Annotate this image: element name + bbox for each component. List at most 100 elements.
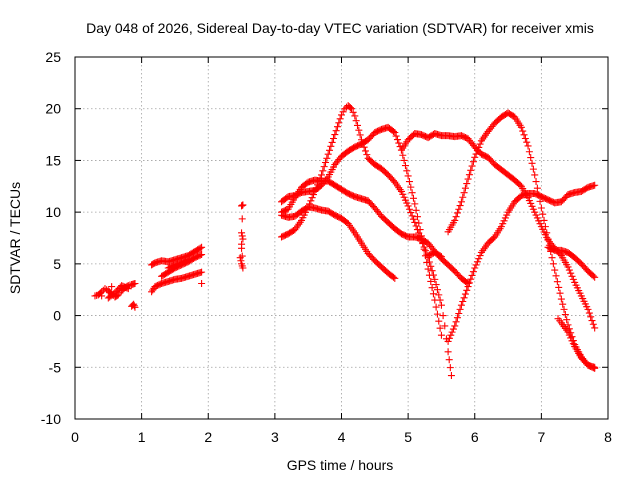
data-point [437,301,445,309]
data-point [432,281,440,289]
data-point [469,158,477,166]
data-point [517,123,525,131]
data-point [423,258,431,266]
data-point [444,348,452,356]
data-point [591,273,599,281]
x-tick-label: 0 [71,429,79,445]
y-tick-label: 10 [45,204,61,220]
data-point [451,216,459,224]
data-point [584,305,592,313]
data-point [465,171,473,179]
data-point [439,312,447,320]
data-point [499,220,507,228]
data-point [452,213,460,221]
x-tick-label: 3 [271,429,279,445]
data-point [532,211,540,219]
series-cluster-early-low [128,300,139,311]
data-point [349,108,357,116]
data-point [585,309,593,317]
data-point [335,119,343,127]
data-point [339,108,347,116]
data-point [531,208,539,216]
x-tick-label: 5 [404,429,412,445]
series-cluster-1h-a [148,268,206,296]
data-point [322,158,330,166]
data-point [341,105,349,113]
series-cluster-2.5h [236,201,247,272]
data-point [569,275,577,283]
data-point [391,129,399,137]
chart-title: Day 048 of 2026, Sidereal Day-to-day VTE… [86,20,594,36]
data-point [436,252,444,260]
data-point [413,213,421,221]
y-tick-label: 25 [45,49,61,65]
data-point [447,331,455,339]
data-point [419,239,427,247]
data-point [334,123,342,131]
data-point [532,178,540,186]
data-point [476,140,484,148]
data-point [445,334,453,342]
data-point [543,229,551,237]
data-point [391,274,399,282]
data-point [588,317,596,325]
data-point [351,112,359,120]
data-point [353,121,361,129]
series-arc-peak-6.5h [444,109,599,372]
data-point [435,291,443,299]
data-point [556,289,564,297]
data-point [405,178,413,186]
data-point [564,263,572,271]
data-point [460,294,468,302]
data-point [533,214,541,222]
data-point [436,324,444,332]
data-point [548,254,556,262]
data-point [411,200,419,208]
data-point [196,251,204,259]
x-tick-label: 8 [604,429,612,445]
data-point [553,278,561,286]
data-point [524,142,532,150]
data-point [130,302,138,310]
series-cluster-1h-d [164,256,206,288]
data-point [441,322,449,330]
data-point [108,283,116,291]
data-point [528,202,536,210]
data-point [591,181,599,189]
data-point [456,305,464,313]
data-point [525,197,533,205]
data-point [238,232,246,240]
y-tick-label: -10 [41,411,61,427]
data-point [589,320,597,328]
data-point [415,219,423,227]
data-point [555,283,563,291]
data-point [327,142,335,150]
data-point [520,131,528,139]
data-point [563,316,571,324]
data-point [239,201,247,209]
data-point [198,243,206,251]
data-point [527,154,535,162]
data-point [308,194,316,202]
data-point [428,267,436,275]
data-point [533,184,541,192]
y-axis-label: SDTVAR / TECUs [7,182,23,294]
data-point [196,244,204,252]
data-point [407,209,415,217]
data-point [401,196,409,204]
data-point [463,180,471,188]
y-tick-labels: -10 -5 0 5 10 15 20 25 [41,49,61,427]
data-point [519,127,527,135]
data-point [448,328,456,336]
data-point [459,298,467,306]
data-point [529,205,537,213]
data-point [529,165,537,173]
data-point [456,202,464,210]
data-point [468,162,476,170]
data-point [363,151,371,159]
data-marks [91,102,599,380]
data-point [589,272,597,280]
data-point [238,215,246,223]
series-arc-tail-7h [544,243,599,281]
data-point [98,292,106,300]
